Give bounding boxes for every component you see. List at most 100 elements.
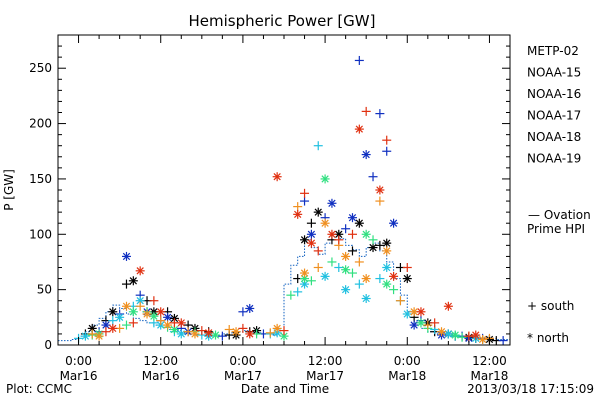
marker-stroke <box>410 321 418 329</box>
marker-stroke <box>314 208 322 216</box>
plot-timestamp: 2013/03/18 17:15:09 <box>467 382 594 396</box>
marker-stroke <box>335 230 343 238</box>
marker-stroke <box>321 219 329 227</box>
marker-stroke <box>417 308 425 316</box>
south-marker <box>313 246 323 256</box>
south-marker <box>306 276 316 286</box>
x-axis-label: Date and Time <box>241 382 329 396</box>
marker-stroke <box>300 280 309 288</box>
south-marker <box>224 325 234 334</box>
marker-stroke <box>348 214 357 222</box>
south-marker <box>101 327 111 337</box>
north-marker <box>272 323 282 333</box>
north-marker <box>361 294 371 303</box>
north-marker <box>361 229 371 239</box>
north-marker <box>306 238 316 248</box>
ovation-legend-line1: — Ovation <box>528 208 591 222</box>
south-marker <box>156 316 166 326</box>
data-markers <box>74 55 508 346</box>
marker-stroke <box>109 324 117 333</box>
north-marker <box>300 268 310 278</box>
y-tick-label: 250 <box>29 61 52 75</box>
south-marker <box>423 320 433 330</box>
south-marker <box>121 279 131 289</box>
north-marker <box>382 246 392 256</box>
south-marker <box>327 257 337 267</box>
south-marker <box>395 296 405 306</box>
north-marker <box>382 238 392 248</box>
north-marker <box>176 318 186 328</box>
south-marker <box>457 332 467 342</box>
marker-stroke <box>321 272 329 281</box>
north-marker <box>80 331 90 341</box>
north-marker <box>121 251 131 261</box>
north-marker <box>354 218 364 228</box>
marker-stroke <box>143 310 151 318</box>
north-marker <box>320 218 330 228</box>
marker-stroke <box>437 328 446 336</box>
south-marker <box>293 287 303 297</box>
north-marker <box>163 312 173 322</box>
north-marker <box>313 207 323 217</box>
north-marker <box>327 198 337 208</box>
y-tick-label: 200 <box>29 117 52 131</box>
north-marker <box>115 312 125 322</box>
north-marker <box>416 318 426 328</box>
north-marker <box>341 285 351 295</box>
legend-entry: NOAA-17 <box>527 109 581 123</box>
north-marker <box>108 307 118 317</box>
south-marker <box>183 327 193 337</box>
south-marker <box>375 109 385 119</box>
marker-stroke <box>136 267 144 275</box>
legend-entry: NOAA-19 <box>527 152 581 166</box>
marker-stroke <box>88 324 96 333</box>
marker-stroke <box>451 331 459 339</box>
marker-stroke <box>355 219 363 227</box>
marker-stroke <box>300 274 309 283</box>
marker-stroke <box>205 329 213 337</box>
marker-stroke <box>341 266 350 274</box>
legend-entry: METP-02 <box>527 44 579 58</box>
north-marker <box>354 124 364 134</box>
south-marker <box>430 318 440 328</box>
south-marker <box>313 141 323 151</box>
south-marker <box>300 196 310 206</box>
south-marker <box>286 290 296 300</box>
north-marker <box>450 330 460 340</box>
south-marker <box>135 301 145 311</box>
marker-stroke <box>389 219 398 227</box>
south-marker-legend: + south <box>527 299 574 313</box>
marker-stroke <box>273 173 281 181</box>
north-marker <box>128 307 138 317</box>
south-marker <box>354 257 364 267</box>
north-marker <box>142 309 152 319</box>
x-tick-label-date: Mar16 <box>142 369 180 383</box>
legend-entry: NOAA-16 <box>527 87 581 101</box>
north-marker <box>347 213 357 223</box>
marker-stroke <box>122 302 131 310</box>
x-tick-label-time: 12:00 <box>308 354 343 368</box>
marker-stroke <box>362 294 370 303</box>
x-tick-label-time: 12:00 <box>143 354 178 368</box>
marker-stroke <box>328 199 336 207</box>
marker-stroke <box>129 308 137 316</box>
north-marker <box>478 334 488 344</box>
north-marker <box>149 311 159 321</box>
north-marker <box>389 218 399 228</box>
plot-credit: Plot: CCMC <box>6 382 72 396</box>
plot-axes: 0501001502002500:00Mar1612:00Mar160:00Ma… <box>29 34 511 383</box>
marker-stroke <box>362 274 370 283</box>
marker-stroke <box>232 328 240 336</box>
south-marker <box>238 323 248 333</box>
north-marker <box>368 243 378 253</box>
north-marker <box>94 331 104 341</box>
marker-stroke <box>341 285 350 294</box>
legend-entry: NOAA-18 <box>527 130 581 144</box>
north-marker <box>409 320 419 330</box>
south-marker <box>334 263 344 272</box>
north-marker <box>361 274 371 284</box>
north-marker <box>320 271 330 281</box>
marker-stroke <box>95 332 103 340</box>
marker-stroke <box>362 150 370 159</box>
north-marker-legend: * north <box>527 331 569 345</box>
